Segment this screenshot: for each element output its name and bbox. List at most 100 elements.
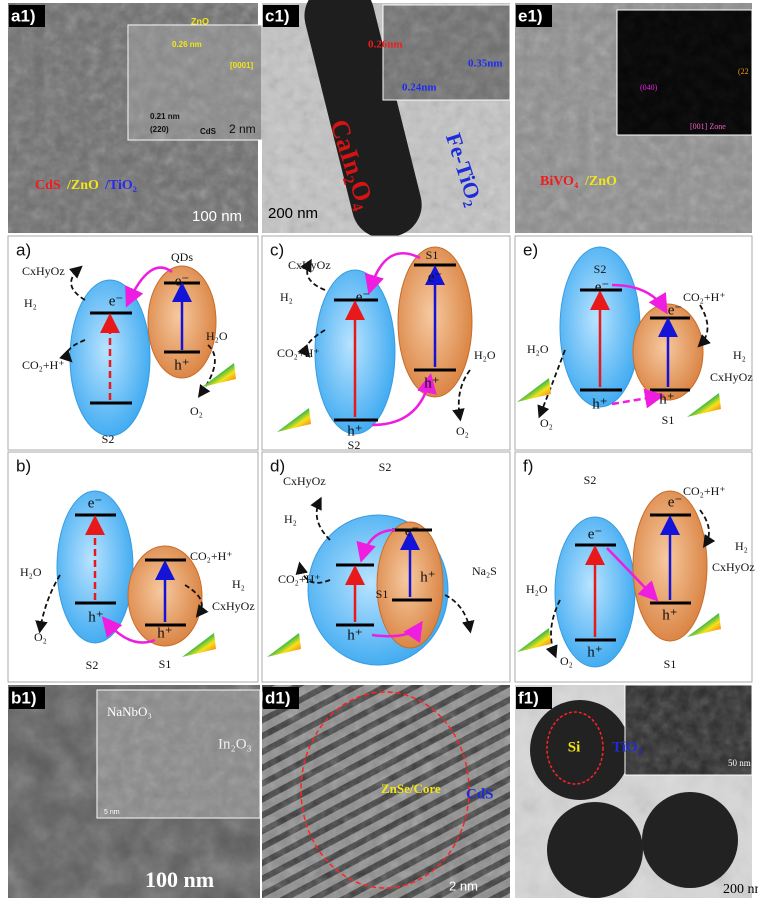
annotation: h⁺ <box>587 644 602 660</box>
annotation: e⁻ <box>175 273 190 289</box>
annotation: 200 nm <box>268 205 318 222</box>
panel-label: d) <box>270 456 285 475</box>
annotation: CxHyOz <box>212 599 255 613</box>
annotation: H₂ <box>284 512 297 526</box>
annotation: /ZnO <box>584 174 617 189</box>
annotation: 50 nm <box>728 758 751 768</box>
annotation: S1 <box>159 657 172 671</box>
micrograph-panel: d1) ZnSe/Core CdS 2 nm <box>262 685 510 898</box>
annotation: h⁺ <box>420 569 435 585</box>
micrograph-panel: a1)ZnO0.26 nm[0001]0.21 nm(220)CdS2 nm10… <box>8 3 262 233</box>
micrograph-panel: b1)NaNbO₃In₂O₃5 nm100 nm <box>8 685 260 898</box>
panel-label: a) <box>16 240 31 259</box>
panel-label: e1) <box>518 6 543 25</box>
annotation: /ZnO <box>66 178 99 193</box>
annotation: S2 <box>594 262 607 276</box>
annotation: h⁺ <box>659 391 674 407</box>
annotation: CO₂+H⁺ <box>190 549 233 563</box>
panel-label: e) <box>523 240 538 259</box>
annotation: CO₂+H⁺ <box>278 572 321 586</box>
micrograph-panel: f1) Si TiO₂ 50 nm 200 nm <box>515 685 758 898</box>
annotation: H₂O <box>20 565 42 579</box>
diagram-panel: d) S2 e⁻ h⁺ h⁺ S1 CxHyOz H₂ CO₂+H⁺ Na₂S <box>262 452 510 682</box>
annotation: CdS <box>35 178 61 193</box>
annotation: ZnO <box>191 16 209 26</box>
annotation: CdS <box>200 127 217 136</box>
annotation: 0.21 nm <box>150 112 180 121</box>
annotation: H₂ <box>735 539 748 553</box>
annotation: TiO₂ <box>612 739 643 755</box>
panel-label: c) <box>270 240 284 259</box>
annotation: e⁻ <box>588 526 603 542</box>
annotation: S1 <box>664 657 677 671</box>
annotation: 100 nm <box>145 867 214 892</box>
annotation: H₂O <box>527 342 549 356</box>
annotation: h⁺ <box>347 627 362 643</box>
annotation: H₂ <box>24 296 37 310</box>
figure: a1) ZnO 0.26 nm [0001] 0.21 nm (220) CdS 2 nm 10… <box>0 0 758 901</box>
panel-label: f1) <box>518 688 539 707</box>
annotation: S1 <box>426 248 439 262</box>
annotation: S2 <box>86 658 99 672</box>
annotation: 0.26 nm <box>172 40 202 49</box>
annotation: e⁻ <box>668 302 683 318</box>
annotation: NaNbO₃ <box>107 704 152 719</box>
annotation: h⁺ <box>88 609 103 625</box>
annotation: (22 <box>738 67 749 76</box>
panel-label: d1) <box>265 688 291 707</box>
annotation: CO₂+H⁺ <box>277 346 320 360</box>
annotation: Na₂S <box>472 564 497 578</box>
diagrams: a) QDs e⁻ e⁻ h⁺ CxHyOz H₂ CO₂+H⁺ H₂O O₂ S2 c) S1 e⁻ e⁻… <box>8 236 755 682</box>
annotation: H₂ <box>232 577 245 591</box>
diagram-panel: b)e⁻h⁺h⁺S2S1CO₂+H⁺H₂CxHyOzH₂OO₂ <box>8 452 258 682</box>
annotation: S1 <box>376 587 389 601</box>
particle <box>547 802 643 898</box>
annotation: S2 <box>379 460 392 474</box>
annotation: e⁻ <box>428 269 443 285</box>
annotation: O₂ <box>560 654 573 668</box>
annotation: 0.35nm <box>468 58 503 70</box>
annotation: S2 <box>348 438 361 452</box>
annotation: CdS <box>466 786 494 802</box>
annotation: 2 nm <box>449 878 478 893</box>
annotation: CxHyOz <box>283 474 326 488</box>
annotation: e⁻ <box>405 523 420 539</box>
annotation: h⁺ <box>157 625 172 641</box>
diagram-panel: f)S2e⁻e⁻h⁺h⁺S1CO₂+H⁺H₂CxHyOzH₂OO₂ <box>515 452 755 682</box>
annotation: (220) <box>150 125 169 134</box>
annotation: H₂O <box>474 348 496 362</box>
annotation: H₂O <box>206 329 228 343</box>
annotation: e⁻ <box>668 494 683 510</box>
annotation: h⁺ <box>662 607 677 623</box>
particle <box>642 792 738 888</box>
annotation: O₂ <box>34 630 47 644</box>
panel-label: c1) <box>265 6 290 25</box>
annotation: H₂ <box>733 348 746 362</box>
annotation: [001] Zone <box>690 122 726 131</box>
annotation: /TiO₂ <box>104 178 137 193</box>
annotation: h⁺ <box>592 396 607 412</box>
annotation: H₂O <box>526 582 548 596</box>
annotation: 2 nm <box>229 122 256 136</box>
annotation: (040) <box>640 83 658 92</box>
annotation: [0001] <box>230 61 253 70</box>
annotation: QDs <box>171 250 193 264</box>
annotation: S1 <box>662 413 675 427</box>
annotation: O₂ <box>456 424 469 438</box>
diagram-panel: e)S2e⁻e⁻h⁺h⁺S1CO₂+H⁺H₂CxHyOzH₂OO₂ <box>515 236 753 450</box>
annotation: 200 nm <box>723 882 758 897</box>
annotation: e⁻ <box>88 495 103 511</box>
annotation: BiVO₄ <box>540 174 579 189</box>
annotation: h⁺ <box>424 375 439 391</box>
annotation: Si <box>568 739 581 755</box>
panel-label: a1) <box>11 6 36 25</box>
inset-texture <box>617 10 752 135</box>
annotation: 200 nm <box>700 217 733 228</box>
annotation: 0.24nm <box>402 82 437 94</box>
annotation: h⁺ <box>174 357 189 373</box>
annotation: e⁻ <box>356 289 371 305</box>
annotation: ZnSe/Core <box>381 781 441 796</box>
micrograph-panel: e1) (22 (040) [001] Zone BiVO₄/ZnO 200 nm <box>515 3 752 233</box>
